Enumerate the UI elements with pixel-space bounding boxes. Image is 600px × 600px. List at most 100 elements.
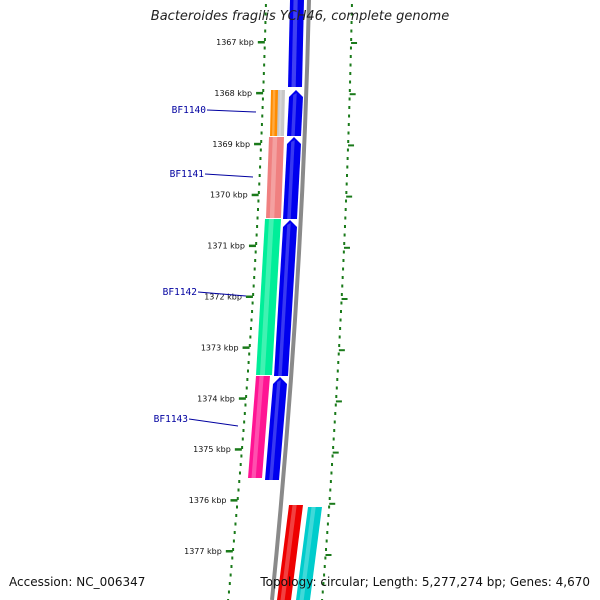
- scale-dot: [325, 548, 328, 551]
- scale-dot: [350, 21, 353, 24]
- scale-dot: [263, 38, 266, 41]
- gene-BF1141: [266, 137, 284, 218]
- scale-dot: [264, 29, 267, 33]
- scale-dot: [332, 446, 335, 449]
- scale-dot: [252, 293, 255, 296]
- scale-dot: [238, 471, 241, 475]
- kbp-tick-label: 1374 kbp: [197, 394, 235, 403]
- scale-dot: [340, 293, 343, 296]
- scale-dot: [335, 386, 338, 390]
- gene-label-BF1142: BF1142: [163, 287, 197, 298]
- scale-dot: [350, 38, 353, 41]
- scale-dot: [238, 480, 241, 483]
- kbp-tick-label: 1373 kbp: [201, 343, 239, 352]
- scale-dot: [348, 97, 351, 101]
- scale-dot: [245, 386, 248, 390]
- outer-tick: [335, 400, 342, 403]
- scale-dot: [256, 225, 259, 228]
- scale-dot: [253, 267, 256, 271]
- kbp-tick: [245, 295, 253, 298]
- kbp-tick-label: 1375 kbp: [193, 445, 231, 454]
- scale-dot: [262, 72, 265, 75]
- scale-dot: [326, 531, 329, 534]
- scale-dot: [322, 582, 325, 585]
- kbp-tick: [251, 193, 259, 197]
- gene-leader-line: [204, 173, 254, 178]
- gene-BF1140-gray: [277, 90, 285, 136]
- scale-dot: [349, 63, 352, 67]
- kbp-tick: [242, 346, 250, 349]
- scale-dot: [264, 21, 267, 24]
- scale-dot: [234, 522, 237, 526]
- scale-dot: [261, 97, 264, 101]
- scale-dot: [235, 514, 238, 517]
- scale-dot: [239, 463, 242, 466]
- scale-dot: [343, 242, 346, 245]
- scale-dot: [262, 89, 265, 92]
- scale-dot: [344, 216, 347, 220]
- kbp-tick-label: 1368 kbp: [214, 89, 252, 98]
- scale-dot: [336, 369, 339, 373]
- scale-dot: [330, 471, 333, 475]
- scale-dot: [263, 63, 266, 67]
- scale-dot: [326, 522, 329, 526]
- scale-dot: [349, 46, 352, 50]
- scale-dot: [331, 454, 334, 458]
- scale-dot: [336, 378, 339, 381]
- scale-dot: [339, 318, 342, 322]
- scale-dot: [339, 310, 342, 313]
- scale-dot: [231, 556, 234, 560]
- scale-dot: [260, 131, 263, 135]
- genome-title: Bacteroides fragilis YCH46, complete gen…: [150, 9, 450, 24]
- cds-arrow: [287, 90, 303, 136]
- scale-dot: [257, 199, 260, 203]
- outer-tick: [332, 451, 339, 454]
- scale-dot: [346, 174, 349, 177]
- kbp-tick: [256, 91, 264, 95]
- kbp-tick-label: 1377 kbp: [184, 547, 222, 556]
- feature-cyan-highlight: [299, 507, 316, 600]
- feature-red-highlight: [280, 505, 297, 600]
- scale-dot: [233, 531, 236, 534]
- kbp-scale: 1367 kbp 1368 kbp 1369 kbp 1370 kbp 1371 kbp…: [184, 38, 265, 556]
- genome-backbone: [270, 0, 311, 600]
- scale-dot: [329, 480, 332, 483]
- kbp-tick-label: 1372 kbp: [204, 293, 242, 302]
- scale-dot: [333, 420, 336, 424]
- gene-BF1140-gray-highlight: [278, 90, 282, 136]
- kbp-tick: [230, 499, 238, 502]
- cds-arrow-highlight: [291, 93, 297, 136]
- scale-dot: [328, 497, 331, 500]
- scale-dot: [348, 89, 351, 92]
- accession-label: Accession: NC_006347: [9, 575, 146, 589]
- scale-dot: [348, 114, 351, 118]
- scale-dot: [331, 463, 334, 466]
- scale-dot: [346, 157, 349, 160]
- scale-dot: [350, 12, 353, 16]
- scale-dot: [251, 301, 254, 305]
- scale-dot: [350, 4, 353, 7]
- gene-BF1142: [256, 219, 281, 375]
- gene-leader-line: [188, 418, 239, 427]
- gene-leader-line: [206, 109, 257, 113]
- scale-dot: [260, 123, 263, 126]
- scale-dot: [347, 123, 350, 126]
- outer-tick: [351, 42, 358, 44]
- scale-dot: [342, 259, 345, 262]
- outer-tick: [349, 93, 356, 96]
- outer-scale-dots: [321, 4, 353, 600]
- gene-label-BF1143: BF1143: [154, 414, 188, 425]
- kbp-tick: [248, 244, 256, 248]
- gene-BF1143: [248, 376, 270, 478]
- gene-BF1142-highlight: [260, 219, 274, 375]
- scale-dot: [246, 378, 249, 381]
- outer-tick: [348, 144, 355, 147]
- scale-dot: [256, 208, 259, 211]
- scale-dot: [334, 412, 337, 415]
- cds-arrow-highlight: [269, 380, 281, 480]
- scale-dot: [243, 412, 246, 415]
- scale-dot: [237, 488, 240, 492]
- scale-dot: [334, 403, 337, 407]
- cds-arrow: [274, 220, 297, 376]
- scale-dot: [350, 29, 353, 33]
